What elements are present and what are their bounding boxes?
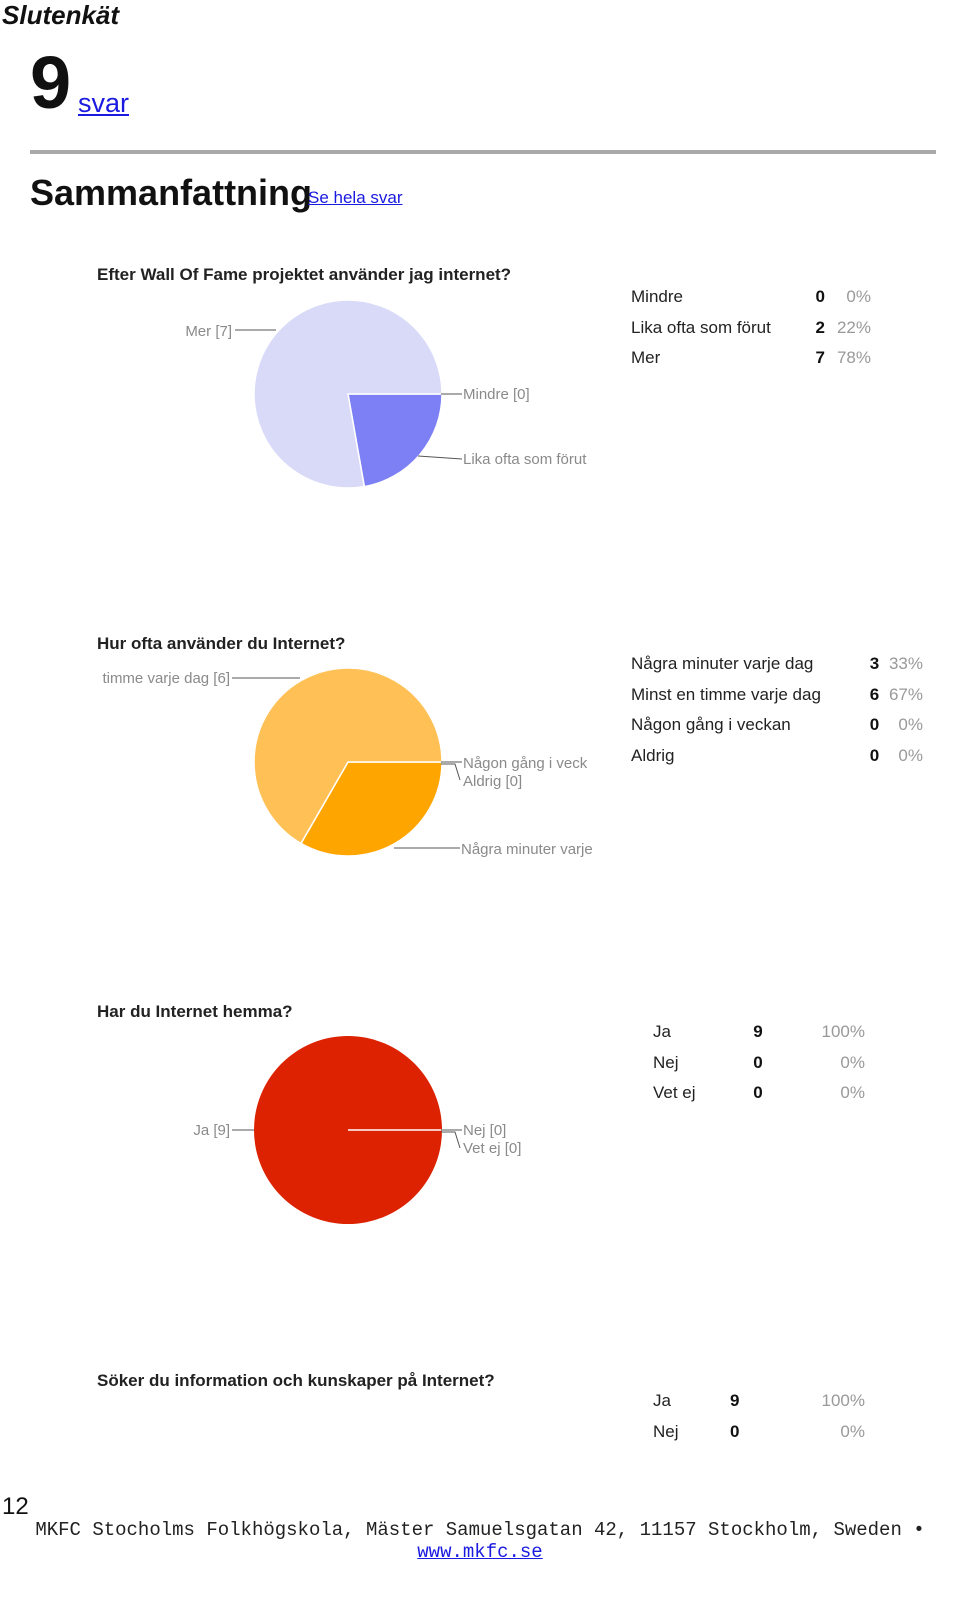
option-count: 9 — [729, 1391, 740, 1411]
option-count: 0 — [729, 1421, 740, 1441]
option-count: 0 — [753, 1083, 763, 1103]
stats-row: Nej 0 0% — [653, 1048, 865, 1079]
footer-url-line: www.mkfc.se — [0, 1541, 960, 1563]
stats-row: Några minuter varje dag 3 33% — [631, 649, 923, 680]
option-label: Någon gång i veckan — [631, 715, 791, 735]
stats-row: Aldrig 0 0% — [631, 741, 923, 772]
callout-label: Vet ej [0] — [463, 1140, 521, 1157]
page-number: 12 — [2, 1493, 29, 1520]
option-label: Lika ofta som förut — [631, 317, 771, 337]
summary-heading: Sammanfattning — [30, 172, 313, 213]
question-title: Efter Wall Of Fame projektet använder ja… — [97, 265, 512, 284]
stats-row: Nej 0 0% — [653, 1417, 865, 1448]
option-count: 7 — [815, 348, 825, 368]
callout-label: Nej [0] — [463, 1122, 506, 1139]
callout-label: Några minuter varje — [461, 841, 593, 858]
option-percent: 100% — [821, 1391, 865, 1411]
option-label: Mer — [631, 348, 661, 368]
stats-table-q1: Mindre 0 0% Lika ofta som förut 2 22% Mer 7 78… — [631, 282, 871, 374]
callout-label: Aldrig [0] — [463, 773, 522, 790]
option-percent: 0% — [840, 1083, 865, 1103]
pie-slice — [299, 761, 443, 857]
callout-line — [417, 455, 463, 460]
callout-label: Lika ofta som förut — [463, 451, 587, 468]
stats-table-q2: Några minuter varje dag 3 33% Minst en tim… — [631, 649, 923, 771]
callout-label: Någon gång i veck — [463, 755, 588, 772]
stats-row: Mer 7 78% — [631, 343, 871, 374]
divider — [30, 150, 936, 154]
callout-line — [441, 1131, 461, 1149]
option-label: Ja — [653, 1391, 671, 1411]
option-count: 0 — [815, 287, 825, 307]
stats-table-q4: Ja 9 100% Nej 0 0% — [653, 1386, 865, 1447]
option-label: Nej — [653, 1421, 679, 1441]
document-title: Slutenkät — [2, 0, 120, 30]
callout-line — [441, 763, 461, 781]
option-label: Aldrig — [631, 745, 675, 765]
question-title: Hur ofta använder du Internet? — [97, 634, 346, 653]
option-count: 0 — [869, 715, 880, 735]
website-link[interactable]: www.mkfc.se — [417, 1541, 543, 1563]
option-label: Nej — [653, 1052, 679, 1072]
stats-row: Ja 9 100% — [653, 1017, 865, 1048]
response-count: 9 — [30, 41, 72, 124]
stats-row: Vet ej 0 0% — [653, 1078, 865, 1109]
footer-address: MKFC Stocholms Folkhögskola, Mäster Samu… — [35, 1519, 925, 1541]
option-count: 6 — [869, 684, 880, 704]
pie-slice — [253, 667, 443, 845]
pie-slice — [347, 393, 443, 488]
option-label: Vet ej — [653, 1083, 696, 1103]
option-percent: 0% — [898, 745, 923, 765]
pie-slice — [253, 299, 443, 489]
option-count: 0 — [753, 1052, 763, 1072]
stats-row: Någon gång i veckan 0 0% — [631, 710, 923, 741]
callout-label: Ja [9] — [193, 1122, 230, 1139]
option-percent: 100% — [821, 1022, 865, 1042]
option-percent: 22% — [836, 317, 871, 337]
option-percent: 78% — [836, 348, 871, 368]
option-percent: 33% — [888, 654, 923, 674]
option-count: 9 — [753, 1022, 763, 1042]
question-title: Söker du information och kunskaper på In… — [97, 1371, 495, 1390]
option-percent: 0% — [846, 287, 871, 307]
option-label: Minst en timme varje dag — [631, 684, 821, 704]
option-count: 0 — [869, 745, 880, 765]
see-all-responses-link[interactable]: Se hela svar — [308, 188, 403, 207]
callout-label: Mer [7] — [185, 323, 232, 340]
callout-label: timme varje dag [6] — [102, 670, 230, 687]
option-percent: 0% — [840, 1421, 865, 1441]
option-label: Ja — [653, 1022, 671, 1042]
responses-link[interactable]: svar — [78, 88, 130, 118]
stats-row: Minst en timme varje dag 6 67% — [631, 680, 923, 711]
option-percent: 67% — [888, 684, 923, 704]
option-count: 3 — [869, 654, 880, 674]
option-percent: 0% — [898, 715, 923, 735]
question-title: Har du Internet hemma? — [97, 1002, 293, 1021]
stats-table-q3: Ja 9 100% Nej 0 0% Vet ej 0 0% — [653, 1017, 865, 1109]
option-label: Några minuter varje dag — [631, 654, 814, 674]
stats-row: Lika ofta som förut 2 22% — [631, 313, 871, 344]
callout-label: Mindre [0] — [463, 386, 530, 403]
option-percent: 0% — [840, 1052, 865, 1072]
option-count: 2 — [815, 317, 825, 337]
stats-row: Ja 9 100% — [653, 1386, 865, 1417]
option-label: Mindre — [631, 287, 683, 307]
stats-row: Mindre 0 0% — [631, 282, 871, 313]
